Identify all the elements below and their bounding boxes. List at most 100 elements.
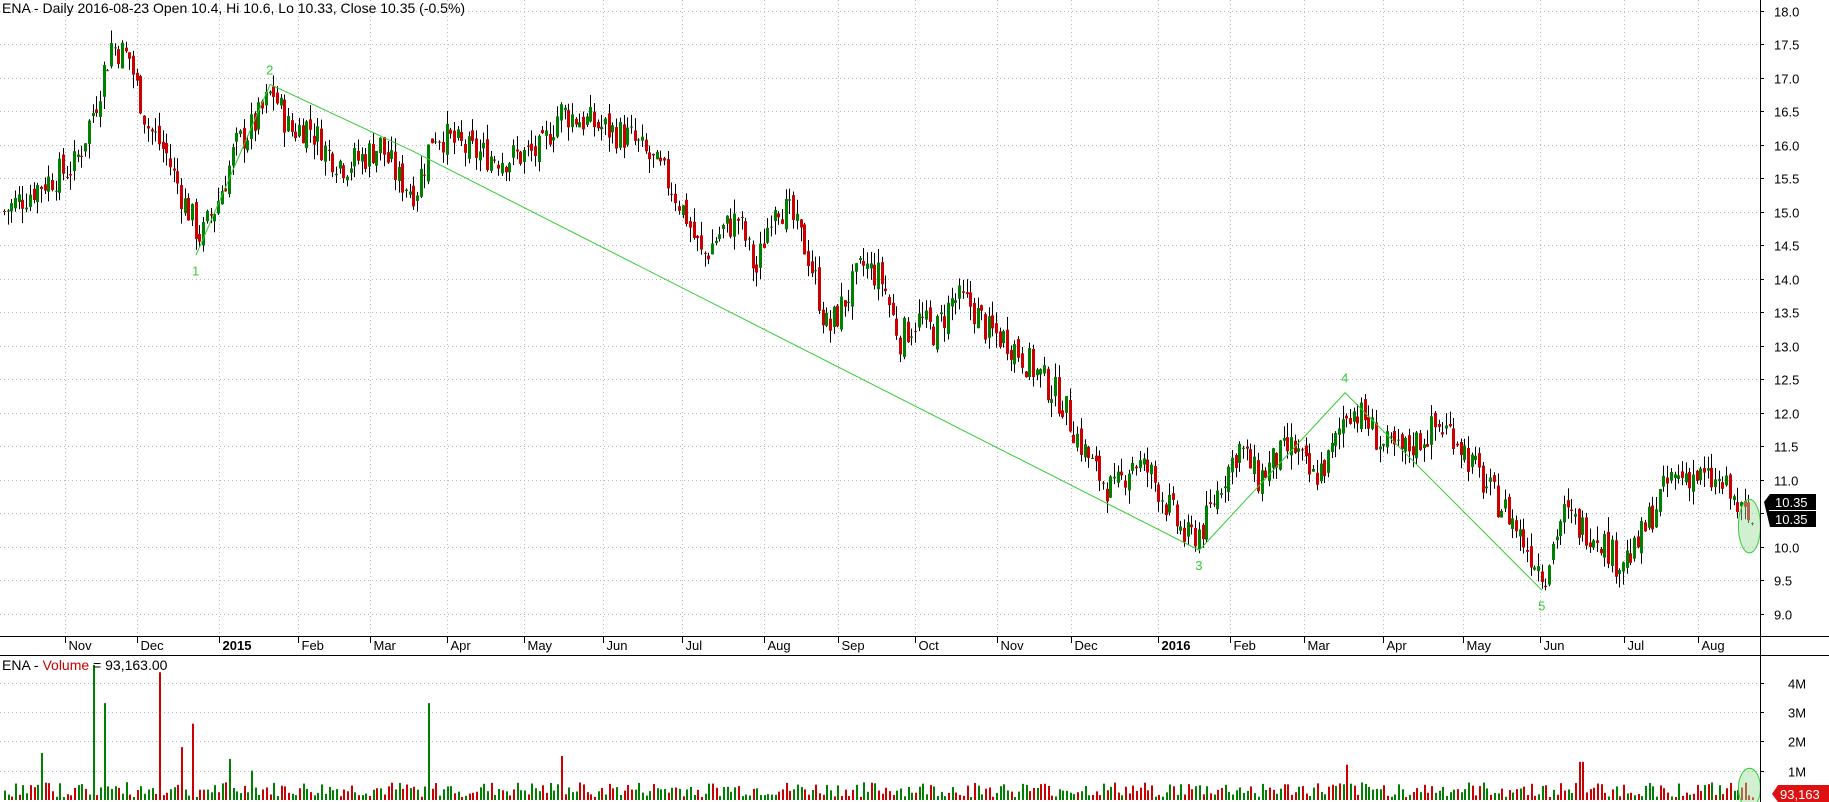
candle	[468, 131, 471, 164]
candle	[1076, 426, 1079, 452]
price-tick-label: 13.5	[1774, 306, 1799, 321]
volume-bar	[480, 787, 482, 800]
volume-bar	[837, 785, 839, 800]
volume-bar	[812, 790, 814, 800]
volume-bar	[218, 792, 220, 800]
volume-bar	[1107, 790, 1109, 800]
candle	[1246, 439, 1249, 461]
candle	[1456, 441, 1459, 447]
candle	[173, 157, 176, 183]
candle	[302, 118, 305, 144]
volume-bar	[1656, 796, 1658, 800]
volume-bar	[373, 789, 375, 800]
candle	[1058, 365, 1061, 417]
candle	[980, 304, 983, 321]
candle	[1386, 425, 1389, 454]
volume-bar	[1203, 794, 1205, 800]
volume-bar	[1593, 787, 1595, 800]
volume-bar	[1616, 786, 1618, 800]
candle	[357, 139, 360, 165]
volume-tick-label: 1M	[1788, 765, 1806, 780]
candle	[40, 185, 43, 203]
candle	[202, 216, 205, 252]
candle	[645, 133, 648, 154]
volume-bar	[1711, 782, 1713, 800]
candle	[1124, 475, 1127, 496]
volume-bar	[465, 795, 467, 800]
candle	[1556, 529, 1559, 549]
volume-bar	[683, 796, 685, 800]
price-tick-label: 15.0	[1774, 206, 1799, 221]
last-price-badge: 10.35 10.35	[1764, 494, 1816, 527]
volume-bar	[1287, 784, 1289, 800]
candle	[954, 293, 957, 315]
candle	[1084, 439, 1087, 462]
volume-bar	[45, 782, 47, 800]
volume-bar	[506, 791, 508, 800]
volume-bar	[801, 787, 803, 800]
volume-bar	[376, 788, 378, 800]
candle	[33, 182, 36, 204]
candle	[1353, 407, 1356, 429]
candle	[1615, 532, 1618, 584]
volume-bar	[694, 795, 696, 800]
volume-bar	[716, 787, 718, 800]
candle	[213, 213, 216, 233]
candle	[888, 294, 891, 318]
candle	[667, 151, 670, 196]
candle	[571, 103, 574, 133]
candle	[966, 279, 969, 298]
candle	[907, 317, 910, 343]
volume-bar	[1520, 788, 1522, 800]
candle	[1135, 464, 1138, 476]
volume-axis: 1M 2M 3M 4M	[1760, 677, 1806, 780]
volume-bar	[89, 794, 91, 800]
volume-bar	[1228, 791, 1230, 800]
candle	[637, 138, 640, 152]
date-tick-label: May	[1467, 638, 1492, 653]
candle	[1592, 539, 1595, 550]
candle	[1426, 430, 1429, 447]
date-tick-label: Nov	[1001, 638, 1025, 653]
candle	[785, 189, 788, 233]
candle	[420, 156, 423, 199]
volume-bar	[391, 782, 393, 800]
candle	[1061, 400, 1064, 419]
candle	[375, 150, 378, 173]
wave-line	[195, 83, 1543, 591]
volume-bar	[207, 789, 209, 800]
volume-bar	[1199, 785, 1201, 800]
candle	[1065, 396, 1068, 426]
volume-bar	[867, 791, 869, 800]
candle	[1733, 494, 1736, 506]
candle	[788, 188, 791, 215]
volume-bar	[432, 788, 434, 800]
volume-bar	[1490, 794, 1492, 800]
volume-bar	[181, 747, 183, 800]
candle	[254, 111, 257, 142]
candle	[615, 118, 618, 154]
volume-bar	[730, 791, 732, 800]
volume-bar	[826, 784, 828, 800]
volume-bar	[1538, 794, 1540, 800]
volume-bar	[624, 790, 626, 800]
candle	[1648, 502, 1651, 530]
volume-bar	[1321, 791, 1323, 800]
volume-bar	[668, 792, 670, 800]
candle	[895, 306, 898, 340]
candle	[276, 86, 279, 105]
candle	[1349, 408, 1352, 425]
candle	[1098, 450, 1101, 492]
volume-bar	[782, 789, 784, 800]
volume-bar	[601, 787, 603, 800]
volume-bar	[1667, 792, 1669, 800]
volume-bar	[1627, 793, 1629, 800]
wave-label: 1	[192, 263, 199, 278]
volume-bar	[690, 786, 692, 800]
volume-bar	[476, 791, 478, 800]
volume-pane[interactable]: 1M 2M 3M 4M	[0, 664, 1806, 802]
volume-bar	[1085, 785, 1087, 800]
candle	[44, 177, 47, 195]
wave-label: 5	[1538, 598, 1545, 613]
